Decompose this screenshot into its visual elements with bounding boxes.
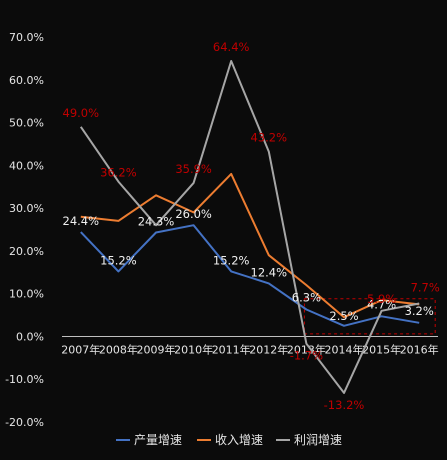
y-axis: 70.0% 60.0% 50.0% 40.0% 30.0% 20.0% 10.0% 0.0% -… bbox=[5, 31, 44, 429]
legend-label: 利润增速 bbox=[294, 433, 342, 447]
data-label: 12.4% bbox=[251, 265, 288, 279]
series-line bbox=[80, 172, 420, 319]
legend: 产量增速 收入增速 利润增速 bbox=[116, 433, 342, 447]
x-tick-label: 2016年 bbox=[400, 342, 439, 356]
data-label: 15.2% bbox=[100, 253, 137, 267]
data-label: 15.2% bbox=[213, 253, 250, 267]
data-label: 3.2% bbox=[405, 304, 434, 318]
x-tick-label: 2014年 bbox=[325, 342, 364, 356]
x-tick-label: 2013年 bbox=[287, 342, 326, 356]
x-tick-label: 2008年 bbox=[99, 342, 138, 356]
y-tick-label: 70.0% bbox=[9, 31, 44, 44]
data-label: 6.3% bbox=[292, 290, 321, 304]
y-tick-label: 60.0% bbox=[9, 74, 44, 87]
x-tick-label: 2010年 bbox=[174, 342, 213, 356]
data-labels: 24.4%15.2%24.3%26.0%15.2%12.4%6.3%2.5%4.… bbox=[63, 40, 440, 412]
highlight-box bbox=[303, 298, 436, 335]
y-tick-label: 40.0% bbox=[9, 159, 44, 172]
series-line bbox=[80, 224, 420, 327]
data-label: 64.4% bbox=[213, 40, 250, 54]
y-tick-label: -20.0% bbox=[5, 416, 44, 429]
data-label: 36.2% bbox=[100, 166, 137, 180]
data-label: 26.0% bbox=[175, 207, 212, 221]
highlight-rect bbox=[303, 298, 436, 335]
y-tick-label: -10.0% bbox=[5, 373, 44, 386]
y-tick-label: 10.0% bbox=[9, 288, 44, 301]
x-tick-label: 2012年 bbox=[249, 342, 288, 356]
data-label: 4.7% bbox=[367, 297, 396, 311]
x-tick-label: 2015年 bbox=[362, 342, 401, 356]
x-tick-label: 2011年 bbox=[212, 342, 251, 356]
legend-label: 收入增速 bbox=[215, 433, 263, 447]
data-label: 43.2% bbox=[251, 131, 288, 145]
series-lines bbox=[79, 60, 420, 394]
data-label: 35.9% bbox=[175, 162, 212, 176]
y-tick-label: 20.0% bbox=[9, 245, 44, 258]
series-line bbox=[79, 60, 420, 394]
data-label: 7.7% bbox=[411, 281, 440, 295]
data-label: -13.2% bbox=[324, 398, 365, 412]
x-tick-label: 2007年 bbox=[61, 342, 100, 356]
data-label: 49.0% bbox=[63, 106, 100, 120]
x-tick-label: 2009年 bbox=[137, 342, 176, 356]
y-tick-label: 0.0% bbox=[16, 330, 44, 343]
x-axis: 2007年2008年2009年2010年2011年2012年2013年2014年… bbox=[61, 335, 439, 356]
data-label: 5.9% bbox=[367, 292, 396, 306]
y-tick-label: 50.0% bbox=[9, 117, 44, 130]
y-tick-label: 30.0% bbox=[9, 202, 44, 215]
data-label: 24.3% bbox=[138, 214, 175, 228]
data-label: -1.7% bbox=[290, 349, 323, 363]
data-label: 24.4% bbox=[63, 214, 100, 228]
legend-label: 产量增速 bbox=[134, 433, 182, 447]
data-label: 2.5% bbox=[329, 309, 358, 323]
